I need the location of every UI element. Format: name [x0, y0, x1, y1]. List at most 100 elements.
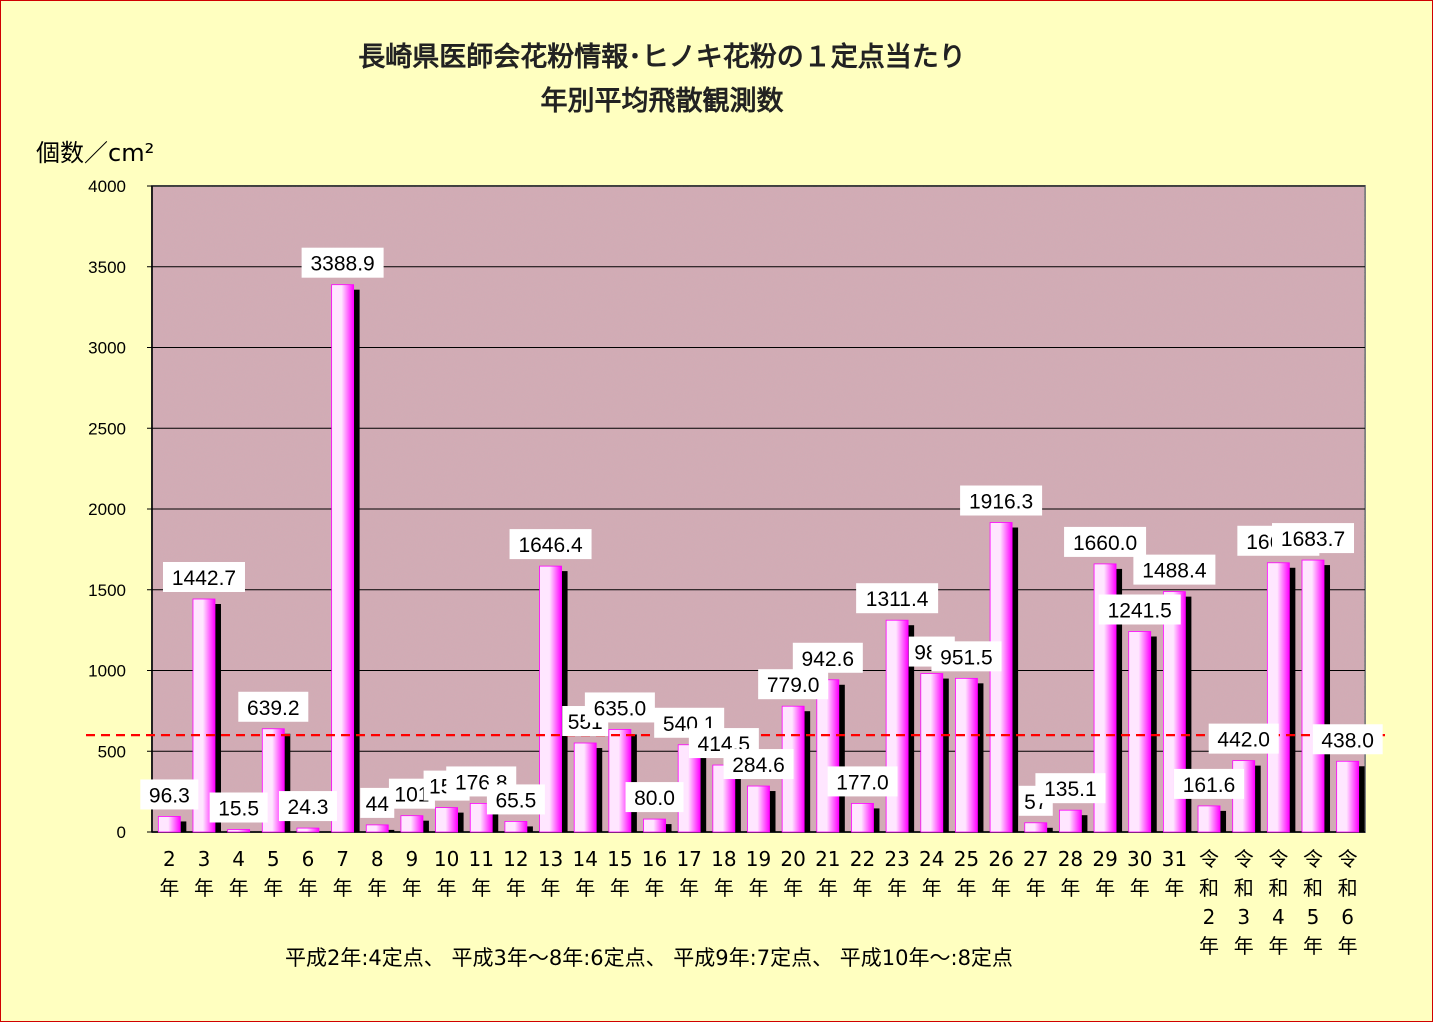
- bar: [747, 785, 770, 833]
- x-tick-label: 年: [402, 876, 422, 900]
- data-label: 80.0: [634, 787, 675, 810]
- x-tick-label: 年: [159, 876, 179, 900]
- data-label-box: [584, 692, 655, 723]
- bar: [1128, 631, 1152, 833]
- y-tick-label: 3000: [88, 339, 126, 358]
- data-label: 1488.4: [1142, 560, 1207, 583]
- data-label: 96.3: [149, 784, 190, 807]
- x-tick-label: 年: [956, 876, 976, 900]
- x-tick-label: 年: [1026, 876, 1046, 900]
- data-label-box: [625, 782, 684, 813]
- x-tick-label: 14: [572, 847, 597, 871]
- x-tick-label: 年: [367, 876, 387, 900]
- data-label-box: [209, 792, 268, 823]
- y-tick-label: 500: [98, 742, 126, 761]
- data-label: 442.0: [1217, 729, 1270, 752]
- y-tick-label: 1000: [88, 662, 126, 681]
- data-label-box: [1208, 723, 1279, 754]
- data-label: 639.2: [247, 697, 300, 720]
- data-label: 438.0: [1321, 729, 1374, 752]
- data-label-box: [238, 691, 309, 722]
- x-tick-label: 29: [1092, 847, 1117, 871]
- data-label: 951.5: [940, 646, 993, 669]
- bar: [1266, 562, 1290, 833]
- data-label: 942.6: [802, 648, 855, 671]
- data-label-box: [140, 779, 199, 810]
- x-tick-label: 11: [469, 847, 494, 871]
- bar: [365, 824, 389, 833]
- data-label-box: [1035, 773, 1106, 804]
- bar: [1197, 805, 1221, 833]
- y-tick-label: 4000: [88, 177, 126, 196]
- x-tick-label: 9: [406, 847, 419, 871]
- bar: [1093, 563, 1117, 833]
- data-label: 44: [366, 793, 390, 816]
- data-label: 1660.0: [1073, 532, 1137, 555]
- bar: [296, 827, 320, 833]
- x-tick-label: 25: [954, 847, 979, 871]
- x-tick-label: 年: [783, 876, 803, 900]
- x-tick-label: 6: [1341, 905, 1354, 929]
- bar: [608, 729, 632, 833]
- x-tick-label: 31: [1162, 847, 1187, 871]
- data-label: 24.3: [288, 796, 329, 819]
- data-label: 3388.9: [310, 253, 374, 276]
- data-label-box: [1272, 523, 1355, 554]
- x-tick-label: 年: [1234, 934, 1254, 958]
- x-tick-label: 20: [780, 847, 805, 871]
- x-tick-label: 28: [1058, 847, 1083, 871]
- y-tick-label: 2000: [88, 500, 126, 519]
- x-tick-label: 年: [298, 876, 318, 900]
- x-tick-label: 和: [1338, 876, 1358, 900]
- data-label: 635.0: [594, 697, 647, 720]
- x-tick-label: 年: [714, 876, 734, 900]
- x-tick-label: 5: [1307, 905, 1320, 929]
- x-tick-label: 21: [815, 847, 840, 871]
- x-tick-label: 年: [749, 876, 769, 900]
- bar: [227, 829, 251, 833]
- x-tick-label: 17: [676, 847, 701, 871]
- x-tick-label: 年: [471, 876, 491, 900]
- x-tick-label: 年: [922, 876, 942, 900]
- bar: [816, 679, 840, 833]
- data-label: 779.0: [767, 674, 820, 697]
- data-label-box: [509, 529, 592, 560]
- x-axis-labels: 2年3年4年5年6年7年8年9年10年11年12年13年14年15年16年17年…: [159, 847, 1357, 958]
- data-label: 1311.4: [866, 588, 929, 611]
- y-tick-label: 3500: [88, 258, 126, 277]
- bar: [1301, 559, 1325, 833]
- bar: [192, 598, 216, 833]
- x-tick-label: 12: [503, 847, 528, 871]
- footnote: 平成2年:4定点、 平成3年～8年:6定点、 平成9年:7定点、 平成10年～:…: [285, 946, 1013, 970]
- x-tick-label: 年: [333, 876, 353, 900]
- x-tick-label: 令: [1234, 847, 1254, 871]
- x-tick-label: 和: [1199, 876, 1219, 900]
- x-tick-label: 年: [852, 876, 872, 900]
- bar-series: [157, 284, 1365, 833]
- y-tick-label: 1500: [88, 581, 126, 600]
- data-label: 1442.7: [172, 567, 236, 590]
- x-tick-label: 10: [434, 847, 459, 871]
- data-label-box: [931, 641, 1002, 672]
- data-label: 284.6: [732, 754, 785, 777]
- bar: [400, 815, 424, 833]
- bar: [157, 816, 181, 833]
- data-label: 161.6: [1183, 774, 1236, 797]
- x-tick-label: 3: [1237, 905, 1250, 929]
- x-tick-label: 8: [371, 847, 384, 871]
- x-tick-label: 3: [198, 847, 211, 871]
- x-tick-label: 年: [1199, 934, 1219, 958]
- data-label-box: [1312, 724, 1383, 755]
- x-tick-label: 年: [991, 876, 1011, 900]
- data-label: 1916.3: [969, 491, 1033, 514]
- x-tick-label: 和: [1303, 876, 1323, 900]
- x-tick-label: 18: [711, 847, 736, 871]
- x-tick-label: 令: [1268, 847, 1288, 871]
- x-tick-label: 令: [1199, 847, 1219, 871]
- y-tick-label: 2500: [88, 419, 126, 438]
- chart-subtitle: 年別平均飛散観測数: [541, 85, 785, 117]
- x-tick-label: 年: [1130, 876, 1150, 900]
- x-tick-label: 15: [607, 847, 632, 871]
- x-tick-label: 24: [919, 847, 944, 871]
- data-label-box: [278, 791, 337, 822]
